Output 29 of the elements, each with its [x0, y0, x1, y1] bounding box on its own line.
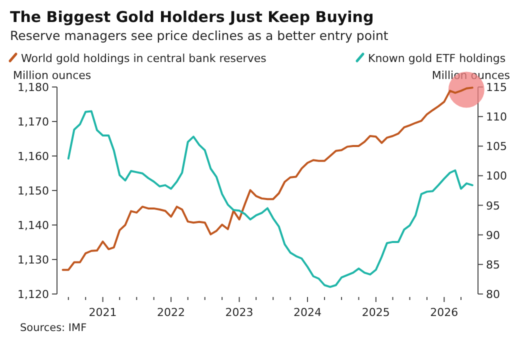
x-tick-label: 2024	[294, 306, 322, 319]
legend-label: World gold holdings in central bank reserves	[21, 52, 267, 65]
chart-title: The Biggest Gold Holders Just Keep Buying	[10, 8, 374, 26]
y2-axis-title: Million ounces	[432, 69, 510, 82]
x-tick-label: 2025	[362, 306, 390, 319]
y-tick-label: 1,170	[18, 116, 49, 128]
y-tick-label: 1,140	[18, 219, 49, 232]
y2-tick-label: 80	[486, 288, 500, 301]
y2-tick-label: 105	[486, 140, 507, 154]
y-tick-label: 1,130	[18, 254, 49, 266]
y2-tick-label: 115	[486, 81, 507, 94]
y2-tick-label: 110	[486, 110, 507, 124]
y2-tick-label: 90	[486, 228, 500, 242]
y2-tick-label: 95	[486, 199, 500, 212]
y-tick-label: 1,160	[18, 150, 49, 163]
source-note: Sources: IMF	[20, 322, 87, 334]
y-tick-label: 1,180	[18, 81, 49, 94]
x-tick-label: 2023	[225, 306, 254, 319]
y-axis-title: Million ounces	[13, 69, 92, 82]
legend-label: Known gold ETF holdings	[368, 52, 506, 65]
y2-tick-label: 85	[486, 258, 500, 272]
y-tick-label: 1,120	[18, 288, 49, 301]
x-tick-label: 2026	[430, 306, 458, 319]
chart-subtitle: Reserve managers see price declines as a better entry point	[10, 28, 388, 43]
x-tick-label: 2021	[88, 306, 117, 319]
y-tick-label: 1,150	[18, 184, 49, 198]
line-series	[67, 110, 474, 288]
x-tick-label: 2022	[157, 306, 186, 319]
y2-tick-label: 100	[486, 170, 507, 183]
